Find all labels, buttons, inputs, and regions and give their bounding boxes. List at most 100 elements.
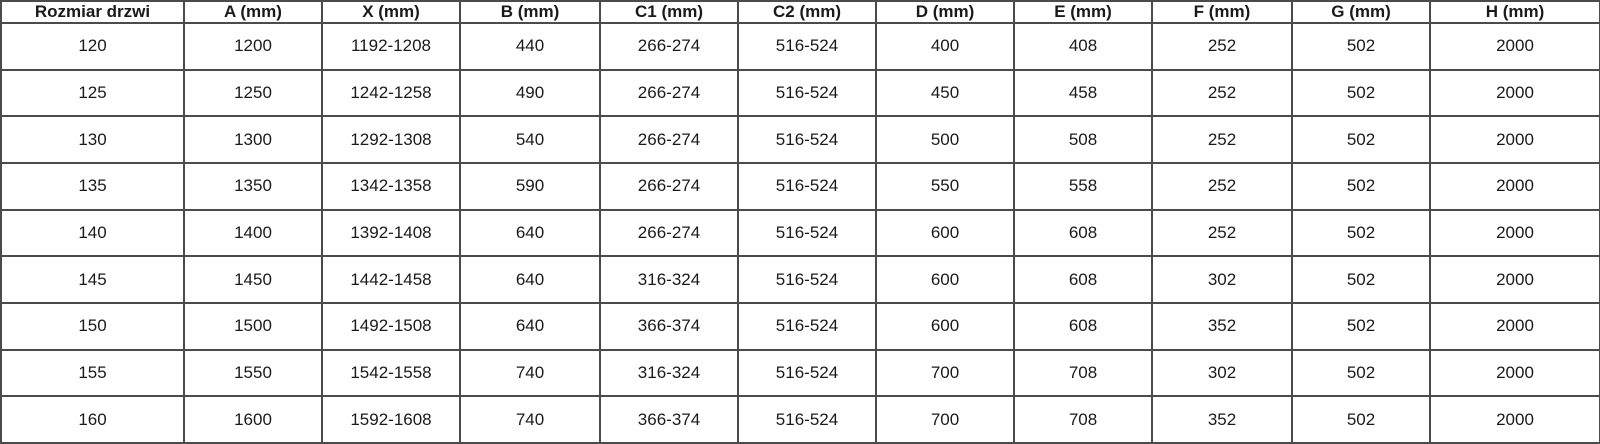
table-cell: 540 <box>459 115 601 164</box>
table-cell: 400 <box>875 22 1015 71</box>
table-cell: 266-274 <box>599 22 739 71</box>
column-header: Rozmiar drzwi <box>0 0 185 24</box>
table-cell: 640 <box>459 208 601 258</box>
table-cell: 516-524 <box>737 395 877 444</box>
table-cell: 640 <box>459 255 601 304</box>
table-cell: 1450 <box>183 255 323 304</box>
column-header: G (mm) <box>1291 0 1431 24</box>
table-cell: 516-524 <box>737 208 877 258</box>
table-cell: 1300 <box>183 115 323 164</box>
table-cell: 302 <box>1151 255 1293 304</box>
table-cell: 600 <box>875 255 1015 304</box>
table-cell: 266-274 <box>599 115 739 164</box>
table-cell: 608 <box>1013 208 1153 258</box>
table-cell: 266-274 <box>599 208 739 258</box>
table-cell: 316-324 <box>599 255 739 304</box>
table-cell: 1550 <box>183 348 323 398</box>
table-cell: 640 <box>459 301 601 351</box>
table-cell: 155 <box>0 348 185 398</box>
table-cell: 516-524 <box>737 68 877 118</box>
table-cell: 516-524 <box>737 22 877 71</box>
table-cell: 450 <box>875 68 1015 118</box>
table-cell: 366-374 <box>599 301 739 351</box>
table-cell: 266-274 <box>599 161 739 211</box>
table-cell: 252 <box>1151 68 1293 118</box>
table-cell: 252 <box>1151 115 1293 164</box>
table-cell: 252 <box>1151 208 1293 258</box>
table-cell: 550 <box>875 161 1015 211</box>
table-cell: 740 <box>459 348 601 398</box>
table-cell: 1350 <box>183 161 323 211</box>
table-cell: 150 <box>0 301 185 351</box>
table-cell: 590 <box>459 161 601 211</box>
table-cell: 120 <box>0 22 185 71</box>
table-cell: 708 <box>1013 348 1153 398</box>
table-cell: 145 <box>0 255 185 304</box>
table-cell: 502 <box>1291 115 1431 164</box>
table-cell: 1400 <box>183 208 323 258</box>
table-cell: 502 <box>1291 348 1431 398</box>
table-cell: 708 <box>1013 395 1153 444</box>
table-cell: 2000 <box>1429 161 1600 211</box>
column-header: B (mm) <box>459 0 601 24</box>
table-cell: 440 <box>459 22 601 71</box>
table-cell: 700 <box>875 348 1015 398</box>
table-cell: 135 <box>0 161 185 211</box>
table-cell: 740 <box>459 395 601 444</box>
table-row: 125 1250 1242-1258 490 266-274 516-524 450 458 2… <box>0 68 1600 118</box>
table-cell: 502 <box>1291 255 1431 304</box>
table-cell: 2000 <box>1429 301 1600 351</box>
table-cell: 160 <box>0 395 185 444</box>
table-cell: 1192-1208 <box>321 22 461 71</box>
table-cell: 516-524 <box>737 161 877 211</box>
table-row: 155 1550 1542-1558 740 316-324 516-524 700 708 3… <box>0 348 1600 398</box>
table-cell: 502 <box>1291 22 1431 71</box>
table-cell: 1292-1308 <box>321 115 461 164</box>
column-header: C2 (mm) <box>737 0 877 24</box>
table-cell: 516-524 <box>737 115 877 164</box>
table-cell: 1242-1258 <box>321 68 461 118</box>
table-cell: 516-524 <box>737 348 877 398</box>
table-row: 140 1400 1392-1408 640 266-274 516-524 600 608 2… <box>0 208 1600 258</box>
table-cell: 252 <box>1151 22 1293 71</box>
table-cell: 1542-1558 <box>321 348 461 398</box>
table-cell: 140 <box>0 208 185 258</box>
table-row: 130 1300 1292-1308 540 266-274 516-524 500 508 2… <box>0 115 1600 164</box>
table-cell: 1200 <box>183 22 323 71</box>
table-cell: 352 <box>1151 301 1293 351</box>
table-cell: 2000 <box>1429 255 1600 304</box>
table-cell: 502 <box>1291 68 1431 118</box>
table-cell: 2000 <box>1429 22 1600 71</box>
column-header: X (mm) <box>321 0 461 24</box>
table-cell: 1442-1458 <box>321 255 461 304</box>
table-row: 150 1500 1492-1508 640 366-374 516-524 600 608 3… <box>0 301 1600 351</box>
table-cell: 1600 <box>183 395 323 444</box>
table-row: 160 1600 1592-1608 740 366-374 516-524 700 708 3… <box>0 395 1600 444</box>
table-cell: 502 <box>1291 301 1431 351</box>
table-cell: 1392-1408 <box>321 208 461 258</box>
table-cell: 608 <box>1013 255 1153 304</box>
column-header: H (mm) <box>1429 0 1600 24</box>
table-cell: 366-374 <box>599 395 739 444</box>
table-cell: 516-524 <box>737 255 877 304</box>
table-row: 120 1200 1192-1208 440 266-274 516-524 400 408 2… <box>0 22 1600 71</box>
table-cell: 2000 <box>1429 68 1600 118</box>
column-header: C1 (mm) <box>599 0 739 24</box>
table-cell: 302 <box>1151 348 1293 398</box>
column-header: F (mm) <box>1151 0 1293 24</box>
column-header: A (mm) <box>183 0 323 24</box>
table-cell: 516-524 <box>737 301 877 351</box>
table-cell: 1500 <box>183 301 323 351</box>
table-cell: 1492-1508 <box>321 301 461 351</box>
table-cell: 252 <box>1151 161 1293 211</box>
table-cell: 266-274 <box>599 68 739 118</box>
table-row: 135 1350 1342-1358 590 266-274 516-524 550 558 2… <box>0 161 1600 211</box>
table-cell: 558 <box>1013 161 1153 211</box>
table-cell: 700 <box>875 395 1015 444</box>
table-cell: 2000 <box>1429 395 1600 444</box>
table-cell: 2000 <box>1429 115 1600 164</box>
table-cell: 502 <box>1291 161 1431 211</box>
table-cell: 608 <box>1013 301 1153 351</box>
table-cell: 502 <box>1291 208 1431 258</box>
